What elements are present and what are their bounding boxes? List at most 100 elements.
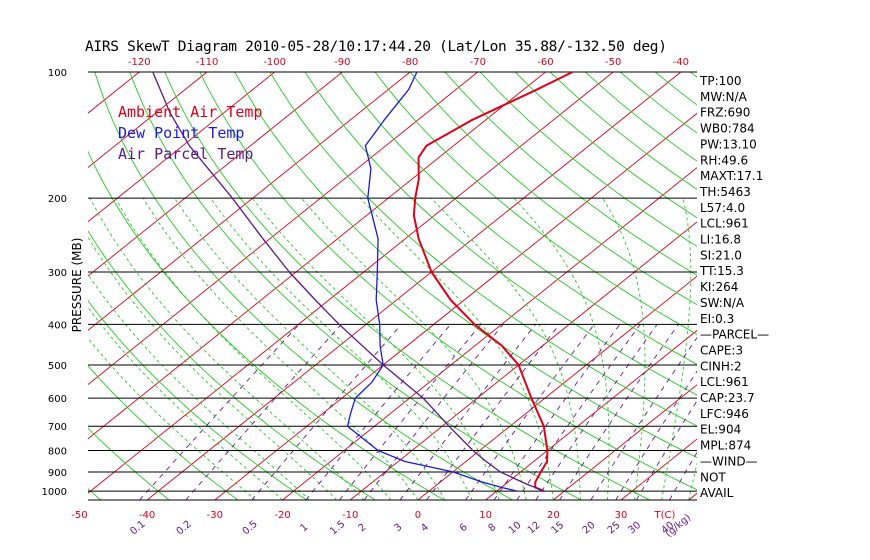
statistic-entry: CINH:2 bbox=[700, 359, 742, 373]
statistic-entry: EI:0.3 bbox=[700, 312, 734, 326]
pressure-tick-label: 600 bbox=[48, 394, 67, 405]
mixing-ratio-line bbox=[251, 324, 402, 500]
chart-grid bbox=[0, 72, 870, 500]
top-temp-tick-label: -60 bbox=[537, 57, 553, 68]
bottom-temp-tick-label: -10 bbox=[342, 510, 358, 521]
moist-adiabat-line bbox=[142, 197, 419, 500]
mixing-ratio-tick-label: 4 bbox=[419, 522, 431, 535]
series-line-dew-point-temp bbox=[346, 72, 518, 492]
moist-adiabat-line bbox=[174, 197, 446, 500]
mixing-ratio-line bbox=[636, 399, 697, 500]
series-line-ambient-air-temp bbox=[412, 72, 574, 493]
statistic-entry: L57:4.0 bbox=[700, 201, 745, 215]
isotherm-line bbox=[282, 167, 697, 500]
mixing-ratio-line bbox=[669, 451, 697, 500]
top-temp-tick-label: -110 bbox=[196, 57, 219, 68]
dry-adiabat-line bbox=[761, 72, 870, 500]
bottom-temp-tick-label: -50 bbox=[71, 510, 87, 521]
moist-adiabat-line bbox=[301, 197, 527, 500]
moist-adiabat-line bbox=[359, 197, 554, 500]
statistic-entry: MW:N/A bbox=[700, 90, 748, 104]
mixing-ratio-tick-label: 30 bbox=[626, 520, 643, 537]
y-axis-title: PRESSURE (MB) bbox=[70, 238, 84, 333]
dry-adiabat-line bbox=[796, 72, 870, 500]
moist-adiabat-line bbox=[602, 197, 646, 500]
pressure-tick-label: 800 bbox=[48, 447, 67, 458]
dry-adiabat-line bbox=[88, 300, 307, 500]
moist-adiabat-line bbox=[88, 337, 256, 500]
bottom-temp-tick-label: 20 bbox=[547, 510, 560, 521]
top-temp-tick-label: -90 bbox=[334, 57, 350, 68]
dry-adiabat-line bbox=[88, 365, 239, 500]
mixing-ratio-line bbox=[493, 324, 621, 500]
mixing-ratio-line bbox=[516, 324, 641, 500]
moist-adiabat-line bbox=[430, 197, 581, 500]
moist-adiabat-line bbox=[88, 236, 338, 500]
bottom-temp-tick-label: 10 bbox=[479, 510, 492, 521]
isotherm-line bbox=[349, 221, 697, 500]
statistic-entry: MPL:874 bbox=[700, 439, 751, 453]
statistic-entry: EL:904 bbox=[700, 423, 741, 437]
statistic-entry: AVAIL bbox=[700, 486, 734, 500]
dry-adiabat-line bbox=[0, 72, 32, 500]
dry-adiabat-line bbox=[164, 72, 651, 500]
mixing-ratio-tick-label: 1 bbox=[298, 522, 310, 535]
statistic-entry: TH:5463 bbox=[699, 185, 751, 199]
legend-entry: Ambient Air Temp bbox=[118, 103, 263, 121]
isotherm-line bbox=[88, 72, 411, 331]
top-temp-tick-label: -100 bbox=[263, 57, 286, 68]
dry-adiabat-line bbox=[304, 72, 697, 396]
isotherm-line bbox=[0, 72, 4, 500]
isotherm-line bbox=[88, 72, 208, 168]
isotherm-line bbox=[485, 329, 697, 500]
statistic-entry: CAP:23.7 bbox=[700, 391, 755, 405]
mixing-ratio-line bbox=[559, 324, 679, 500]
pressure-tick-label: 400 bbox=[48, 320, 67, 331]
mixing-ratio-line bbox=[305, 324, 451, 500]
top-temp-tick-label: -120 bbox=[128, 57, 151, 68]
bottom-temp-tick-label: -40 bbox=[139, 510, 155, 521]
statistic-entry: PW:13.10 bbox=[700, 137, 757, 151]
dry-adiabat-line bbox=[94, 72, 513, 500]
isotherm-line bbox=[0, 72, 72, 500]
pressure-tick-label: 100 bbox=[48, 68, 67, 79]
statistic-entry: NOT bbox=[700, 470, 726, 484]
mixing-ratio-tick-label: 0.5 bbox=[241, 519, 260, 538]
bottom-temp-tick-label: -20 bbox=[274, 510, 290, 521]
dry-adiabat-line bbox=[88, 230, 376, 500]
statistic-entry: —WIND— bbox=[700, 454, 758, 468]
isotherm-line bbox=[214, 112, 697, 500]
pressure-tick-label: 300 bbox=[48, 268, 67, 279]
mixing-ratio-tick-label: 1.5 bbox=[328, 519, 347, 538]
moist-adiabat-line bbox=[210, 197, 473, 500]
isotherm-line bbox=[88, 72, 546, 440]
mixing-ratio-line bbox=[185, 323, 342, 500]
bottom-temp-unit-label: T(C) bbox=[654, 510, 676, 521]
mixing-ratio-tick-label: 2 bbox=[357, 522, 369, 535]
mixing-ratio-line bbox=[363, 324, 504, 500]
mixing-ratio-line bbox=[535, 324, 658, 500]
dry-adiabat-line bbox=[234, 72, 697, 459]
chart-title: AIRS SkewT Diagram 2010-05-28/10:17:44.2… bbox=[85, 39, 667, 55]
dry-adiabat-line bbox=[831, 72, 870, 500]
isotherm-line bbox=[756, 72, 870, 500]
dry-adiabat-line bbox=[269, 72, 697, 427]
top-temp-tick-label: -50 bbox=[605, 57, 621, 68]
mixing-ratio-line bbox=[426, 324, 560, 500]
mixing-ratio-tick-label: 20 bbox=[581, 520, 598, 537]
dry-adiabat-line bbox=[129, 72, 582, 500]
plot-series bbox=[152, 72, 574, 493]
dry-adiabat-line bbox=[479, 72, 697, 247]
statistic-entry: LFC:946 bbox=[700, 407, 749, 421]
statistic-entry: FRZ:690 bbox=[700, 106, 750, 120]
dry-adiabat-line bbox=[199, 72, 697, 491]
mixing-ratio-tick-label: 0.1 bbox=[128, 519, 147, 538]
legend-entry: Air Parcel Temp bbox=[118, 145, 253, 163]
dry-adiabat-line bbox=[88, 427, 170, 500]
mixing-ratio-tick-label: 0.2 bbox=[175, 519, 194, 538]
bottom-temp-tick-label: 0 bbox=[415, 510, 421, 521]
isotherm-line bbox=[553, 384, 697, 500]
